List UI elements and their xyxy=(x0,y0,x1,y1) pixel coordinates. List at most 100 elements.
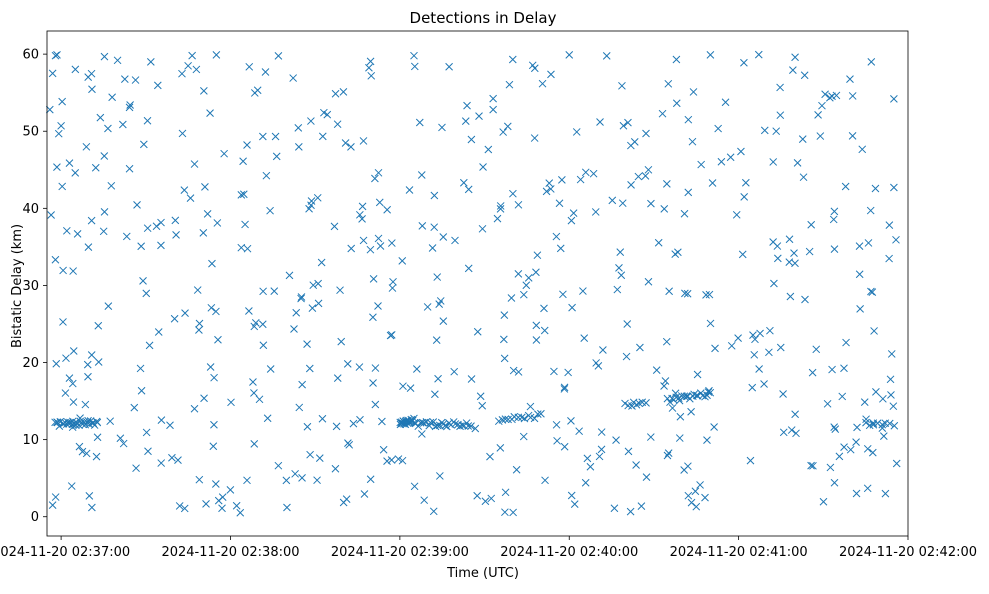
data-point xyxy=(706,319,715,328)
data-point xyxy=(826,93,834,102)
data-point xyxy=(867,57,876,66)
data-point xyxy=(426,418,435,427)
data-point xyxy=(417,430,426,438)
data-point xyxy=(461,117,470,125)
data-point xyxy=(433,421,442,430)
data-point xyxy=(73,230,82,238)
data-point xyxy=(556,244,565,253)
data-point xyxy=(259,341,268,350)
y-tick-label: 50 xyxy=(22,125,39,140)
data-point xyxy=(258,320,267,329)
data-point xyxy=(866,206,875,215)
data-point xyxy=(840,443,848,452)
data-point xyxy=(113,56,122,65)
data-point xyxy=(858,145,867,154)
data-point xyxy=(872,388,880,396)
data-point xyxy=(514,413,523,422)
data-point xyxy=(345,440,354,449)
data-point xyxy=(266,206,274,215)
data-point xyxy=(85,492,94,500)
data-point xyxy=(793,158,802,167)
data-point xyxy=(538,79,547,88)
data-point xyxy=(776,111,785,120)
data-point xyxy=(259,287,267,296)
data-point xyxy=(769,158,778,166)
data-point xyxy=(53,163,61,172)
data-point xyxy=(766,326,774,335)
data-point xyxy=(787,426,796,434)
data-point xyxy=(706,51,715,59)
data-point xyxy=(569,209,578,217)
data-point xyxy=(830,245,839,253)
data-point xyxy=(434,374,442,383)
data-point xyxy=(889,402,898,411)
data-point xyxy=(830,423,839,431)
data-point xyxy=(82,142,91,151)
data-point xyxy=(227,398,235,407)
data-point xyxy=(641,172,650,180)
data-point xyxy=(807,461,815,470)
data-point xyxy=(623,320,632,328)
data-point xyxy=(239,157,247,166)
data-point xyxy=(610,504,619,513)
data-point xyxy=(680,392,689,401)
data-point xyxy=(871,184,880,193)
data-point xyxy=(819,497,828,506)
data-point xyxy=(100,152,109,160)
data-point xyxy=(512,465,521,474)
data-point xyxy=(464,264,473,273)
data-point xyxy=(681,289,689,298)
data-point xyxy=(675,434,684,442)
data-point xyxy=(693,370,702,379)
plot-background xyxy=(47,31,908,536)
data-point xyxy=(537,409,545,418)
data-point xyxy=(376,242,385,250)
data-point xyxy=(464,422,473,430)
y-axis-label: Bistatic Delay (km) xyxy=(10,224,25,348)
y-tick-label: 0 xyxy=(31,510,39,525)
data-point xyxy=(660,382,668,390)
data-point xyxy=(93,418,102,427)
data-point xyxy=(333,120,342,129)
data-point xyxy=(467,422,475,430)
data-point xyxy=(608,196,617,205)
data-point xyxy=(560,385,569,393)
data-point xyxy=(853,423,861,432)
data-point xyxy=(829,215,838,224)
data-point xyxy=(732,210,741,219)
data-point xyxy=(785,258,794,266)
data-point xyxy=(406,384,415,392)
data-point xyxy=(687,407,695,416)
data-point xyxy=(696,481,704,489)
data-point xyxy=(741,178,750,187)
data-point xyxy=(684,188,693,197)
data-point xyxy=(356,415,364,424)
data-point xyxy=(596,118,604,126)
data-point xyxy=(560,442,569,451)
data-point xyxy=(366,475,375,484)
data-point xyxy=(660,205,669,213)
data-point xyxy=(430,223,439,232)
data-point xyxy=(53,51,61,59)
data-point xyxy=(887,391,895,399)
data-point xyxy=(841,182,850,191)
data-point xyxy=(245,307,253,315)
data-point xyxy=(142,289,151,298)
data-point xyxy=(463,101,471,110)
data-point xyxy=(153,81,162,90)
data-point xyxy=(615,263,623,272)
data-point xyxy=(855,270,864,279)
data-point xyxy=(863,484,872,493)
data-point xyxy=(756,329,764,338)
data-point xyxy=(195,326,203,334)
data-point xyxy=(157,241,165,250)
data-point xyxy=(172,231,180,239)
data-point xyxy=(886,375,895,384)
data-point xyxy=(627,181,635,189)
data-point xyxy=(431,390,439,399)
data-point xyxy=(245,62,254,71)
data-point xyxy=(568,303,576,312)
data-point xyxy=(545,179,554,187)
data-point xyxy=(636,343,644,352)
data-point xyxy=(519,432,528,441)
